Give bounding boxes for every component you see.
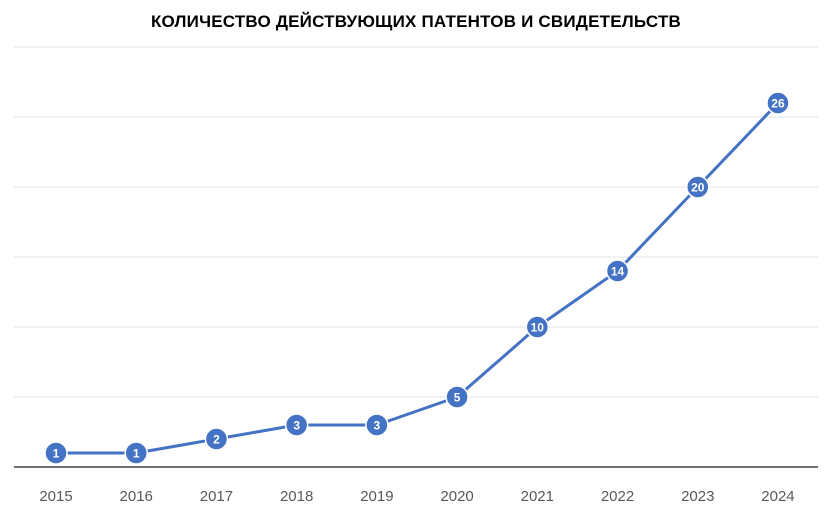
data-label: 26 (771, 96, 785, 110)
data-label: 2 (213, 432, 220, 446)
data-point: 14 (605, 259, 630, 283)
data-label: 1 (53, 446, 60, 460)
data-label: 3 (293, 418, 300, 432)
data-label: 3 (374, 418, 381, 432)
data-point: 26 (766, 91, 790, 115)
data-marker (204, 427, 229, 451)
data-point: 3 (284, 413, 309, 437)
data-label: 10 (531, 320, 545, 334)
x-tick-label: 2017 (200, 488, 233, 505)
data-label: 5 (454, 390, 461, 404)
data-marker (365, 413, 389, 437)
x-tick-label: 2016 (120, 488, 153, 505)
data-point: 2 (204, 427, 229, 451)
data-marker (44, 441, 68, 465)
data-marker (525, 315, 550, 339)
data-label: 14 (611, 264, 625, 278)
data-marker (445, 385, 469, 409)
x-tick-label: 2021 (521, 488, 554, 505)
data-point: 5 (445, 385, 469, 409)
x-tick-label: 2015 (39, 488, 72, 505)
x-tick-label: 2020 (440, 488, 473, 505)
data-label: 1 (133, 446, 140, 460)
data-marker (686, 175, 710, 199)
data-point: 1 (44, 441, 68, 465)
x-tick-label: 2023 (681, 488, 714, 505)
data-marker (766, 91, 790, 115)
data-marker (124, 441, 148, 465)
x-tick-label: 2019 (360, 488, 393, 505)
data-point: 3 (365, 413, 389, 437)
data-point: 10 (525, 315, 550, 339)
x-tick-label: 2024 (761, 488, 794, 505)
x-tick-labels: 2015 2016 2017 2018 2019 2020 2021 2022 2023 2024 (39, 488, 794, 505)
chart-title: КОЛИЧЕСТВО ДЕЙСТВУЮЩИХ ПАТЕНТОВ И СВИДЕТ… (150, 12, 682, 31)
data-marker (284, 413, 309, 437)
x-tick-label: 2022 (601, 488, 634, 505)
series-line (56, 101, 780, 455)
data-markers: 1 1 2 3 3 5 10 14 20 26 (44, 91, 790, 465)
data-point: 20 (686, 175, 710, 199)
x-tick-label: 2018 (280, 488, 313, 505)
data-marker (605, 259, 630, 283)
gridlines (14, 46, 818, 398)
data-point: 1 (124, 441, 148, 465)
data-label: 20 (691, 180, 705, 194)
